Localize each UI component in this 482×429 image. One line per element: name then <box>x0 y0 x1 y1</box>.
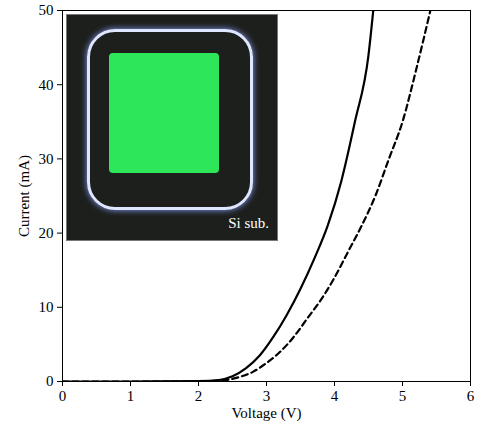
html-text:Si sub.: Si sub. <box>228 215 269 231</box>
svg-text:10: 10 <box>39 299 54 315</box>
svg-text:Current (mA): Current (mA) <box>16 155 33 237</box>
svg-text:5: 5 <box>399 388 407 404</box>
svg-text:1: 1 <box>127 388 135 404</box>
svg-text:Voltage (V): Voltage (V) <box>231 405 301 422</box>
svg-text:40: 40 <box>39 77 54 93</box>
svg-text:0: 0 <box>59 388 67 404</box>
svg-text:30: 30 <box>39 151 54 167</box>
svg-text:6: 6 <box>467 388 475 404</box>
svg-text:0: 0 <box>46 373 54 389</box>
svg-text:2: 2 <box>195 388 203 404</box>
svg-text:20: 20 <box>39 225 54 241</box>
svg-text:4: 4 <box>331 388 339 404</box>
svg-text:3: 3 <box>263 388 271 404</box>
svg-text:50: 50 <box>39 2 54 18</box>
